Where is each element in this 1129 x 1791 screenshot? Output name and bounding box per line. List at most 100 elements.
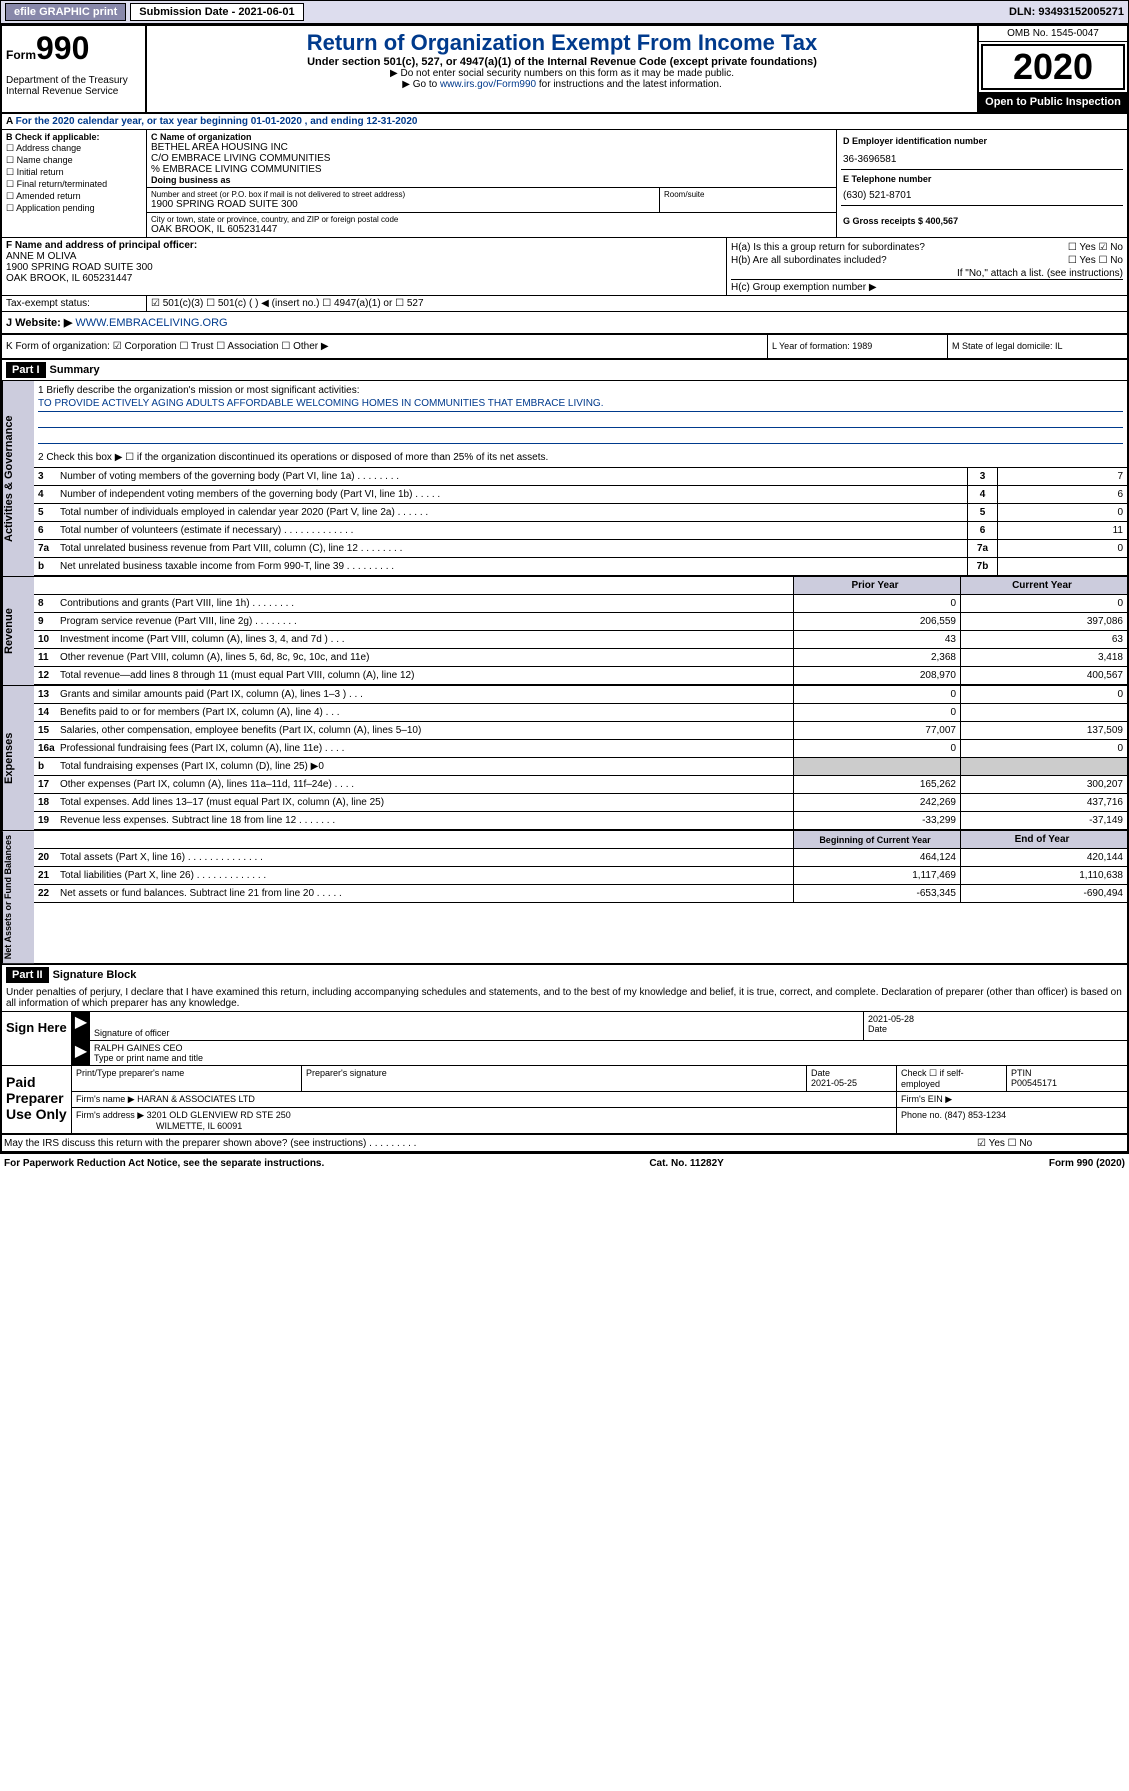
line-17: 17Other expenses (Part IX, column (A), l…: [34, 776, 1127, 794]
inspection-label: Open to Public Inspection: [979, 92, 1127, 112]
form-prefix: Form: [6, 48, 36, 62]
officer-signed-name: RALPH GAINES CEO: [94, 1043, 1123, 1053]
dln-number: DLN: 93493152005271: [1009, 6, 1124, 18]
section-m: M State of legal domicile: IL: [947, 335, 1127, 358]
preparer-date: 2021-05-25: [811, 1078, 892, 1088]
top-bar: efile GRAPHIC print Submission Date - 20…: [0, 0, 1129, 24]
officer-addr-1: 1900 SPRING ROAD SUITE 300: [6, 262, 722, 273]
form-identifier: Form990 Department of the Treasury Inter…: [2, 26, 147, 112]
section-i-label: Tax-exempt status:: [2, 296, 147, 311]
part-1-header: Part I: [6, 362, 46, 378]
perjury-disclaimer: Under penalties of perjury, I declare th…: [2, 985, 1127, 1012]
line-10: 10Investment income (Part VIII, column (…: [34, 631, 1127, 649]
begin-year-header: Beginning of Current Year: [793, 831, 960, 848]
line-15: 15Salaries, other compensation, employee…: [34, 722, 1127, 740]
check-application-pending[interactable]: ☐ Application pending: [6, 203, 142, 214]
section-d: D Employer identification number 36-3696…: [837, 130, 1127, 237]
form-note-2: ▶ Go to www.irs.gov/Form990 for instruct…: [151, 79, 973, 90]
form-number: 990: [36, 30, 89, 66]
submission-date: Submission Date - 2021-06-01: [130, 3, 303, 21]
line-b: bNet unrelated business taxable income f…: [34, 558, 1127, 576]
line-8: 8Contributions and grants (Part VIII, li…: [34, 595, 1127, 613]
discuss-checkboxes[interactable]: ☑ Yes ☐ No: [977, 1138, 1127, 1149]
check-name-change[interactable]: ☐ Name change: [6, 155, 142, 166]
phone-value: (630) 521-8701: [843, 190, 1121, 201]
line-7a: 7aTotal unrelated business revenue from …: [34, 540, 1127, 558]
part-2-title: Signature Block: [49, 967, 141, 983]
paperwork-notice: For Paperwork Reduction Act Notice, see …: [4, 1158, 324, 1169]
form-note-1: ▶ Do not enter social security numbers o…: [151, 68, 973, 79]
balances-side-label: Net Assets or Fund Balances: [2, 831, 34, 963]
check-initial-return[interactable]: ☐ Initial return: [6, 167, 142, 178]
website-link[interactable]: WWW.EMBRACELIVING.ORG: [75, 317, 227, 329]
line-4: 4Number of independent voting members of…: [34, 486, 1127, 504]
sign-date: 2021-05-28: [868, 1014, 1123, 1024]
current-year-header: Current Year: [960, 577, 1127, 594]
check-amended[interactable]: ☐ Amended return: [6, 191, 142, 202]
sign-here-label: Sign Here: [2, 1012, 72, 1065]
line-20: 20Total assets (Part X, line 16) . . . .…: [34, 849, 1127, 867]
line-16a: 16aProfessional fundraising fees (Part I…: [34, 740, 1127, 758]
check-address-change[interactable]: ☐ Address change: [6, 143, 142, 154]
part-1-title: Summary: [46, 362, 104, 378]
year-box: OMB No. 1545-0047 2020 Open to Public In…: [977, 26, 1127, 112]
irs-link[interactable]: www.irs.gov/Form990: [440, 79, 536, 90]
firm-addr-1: 3201 OLD GLENVIEW RD STE 250: [147, 1110, 291, 1120]
arrow-icon: ▶: [72, 1012, 90, 1040]
ha-checkboxes[interactable]: ☐ Yes ☑ No: [1068, 242, 1123, 253]
efile-button[interactable]: efile GRAPHIC print: [5, 3, 126, 21]
row-a: A For the 2020 calendar year, or tax yea…: [2, 114, 1127, 130]
section-c: C Name of organization BETHEL AREA HOUSI…: [147, 130, 837, 237]
firm-addr-2: WILMETTE, IL 60091: [156, 1121, 242, 1131]
governance-side-label: Activities & Governance: [2, 381, 34, 576]
hb-checkboxes[interactable]: ☐ Yes ☐ No: [1068, 255, 1123, 266]
end-year-header: End of Year: [960, 831, 1127, 848]
expenses-side-label: Expenses: [2, 686, 34, 830]
form-version: Form 990 (2020): [1049, 1158, 1125, 1169]
gross-receipts: G Gross receipts $ 400,567: [843, 216, 958, 226]
mission-text: TO PROVIDE ACTIVELY AGING ADULTS AFFORDA…: [38, 398, 1123, 412]
check-final-return[interactable]: ☐ Final return/terminated: [6, 179, 142, 190]
section-l: L Year of formation: 1989: [767, 335, 947, 358]
firm-phone: Phone no. (847) 853-1234: [897, 1108, 1127, 1133]
part-2-header: Part II: [6, 967, 49, 983]
section-k[interactable]: K Form of organization: ☑ Corporation ☐ …: [2, 335, 767, 358]
department-label: Department of the Treasury Internal Reve…: [6, 75, 141, 97]
line-21: 21Total liabilities (Part X, line 26) . …: [34, 867, 1127, 885]
section-b: B Check if applicable: ☐ Address change …: [2, 130, 147, 237]
line-3: 3Number of voting members of the governi…: [34, 468, 1127, 486]
line-22: 22Net assets or fund balances. Subtract …: [34, 885, 1127, 903]
line-12: 12Total revenue—add lines 8 through 11 (…: [34, 667, 1127, 685]
line-5: 5Total number of individuals employed in…: [34, 504, 1127, 522]
section-f: F Name and address of principal officer:…: [2, 238, 727, 295]
revenue-side-label: Revenue: [2, 577, 34, 685]
section-j: J Website: ▶ WWW.EMBRACELIVING.ORG: [2, 312, 1127, 335]
prior-year-header: Prior Year: [793, 577, 960, 594]
line-19: 19Revenue less expenses. Subtract line 1…: [34, 812, 1127, 830]
officer-addr-2: OAK BROOK, IL 605231447: [6, 273, 722, 284]
line-14: 14Benefits paid to or for members (Part …: [34, 704, 1127, 722]
self-employed-check[interactable]: Check ☐ if self-employed: [897, 1066, 1007, 1091]
officer-name: ANNE M OLIVA: [6, 251, 722, 262]
ptin-value: P00545171: [1011, 1078, 1123, 1088]
mission-box: 1 Briefly describe the organization's mi…: [34, 381, 1127, 468]
arrow-icon: ▶: [72, 1041, 90, 1065]
form-title-box: Return of Organization Exempt From Incom…: [147, 26, 977, 112]
line-9: 9Program service revenue (Part VIII, lin…: [34, 613, 1127, 631]
tax-exempt-options[interactable]: ☑ 501(c)(3) ☐ 501(c) ( ) ◀ (insert no.) …: [147, 296, 1127, 311]
discuss-question: May the IRS discuss this return with the…: [2, 1136, 977, 1151]
street-address: 1900 SPRING ROAD SUITE 300: [151, 199, 655, 210]
org-name-1: BETHEL AREA HOUSING INC: [151, 142, 832, 153]
line-18: 18Total expenses. Add lines 13–17 (must …: [34, 794, 1127, 812]
paid-preparer-label: Paid Preparer Use Only: [2, 1066, 72, 1133]
org-name-3: % EMBRACE LIVING COMMUNITIES: [151, 164, 832, 175]
tax-year: 2020: [981, 44, 1125, 90]
form-subtitle: Under section 501(c), 527, or 4947(a)(1)…: [151, 56, 973, 68]
firm-name: HARAN & ASSOCIATES LTD: [137, 1094, 255, 1104]
line-13: 13Grants and similar amounts paid (Part …: [34, 686, 1127, 704]
omb-number: OMB No. 1545-0047: [979, 26, 1127, 42]
section-h: H(a) Is this a group return for subordin…: [727, 238, 1127, 295]
city-state-zip: OAK BROOK, IL 605231447: [151, 224, 832, 235]
line-b: bTotal fundraising expenses (Part IX, co…: [34, 758, 1127, 776]
line-11: 11Other revenue (Part VIII, column (A), …: [34, 649, 1127, 667]
